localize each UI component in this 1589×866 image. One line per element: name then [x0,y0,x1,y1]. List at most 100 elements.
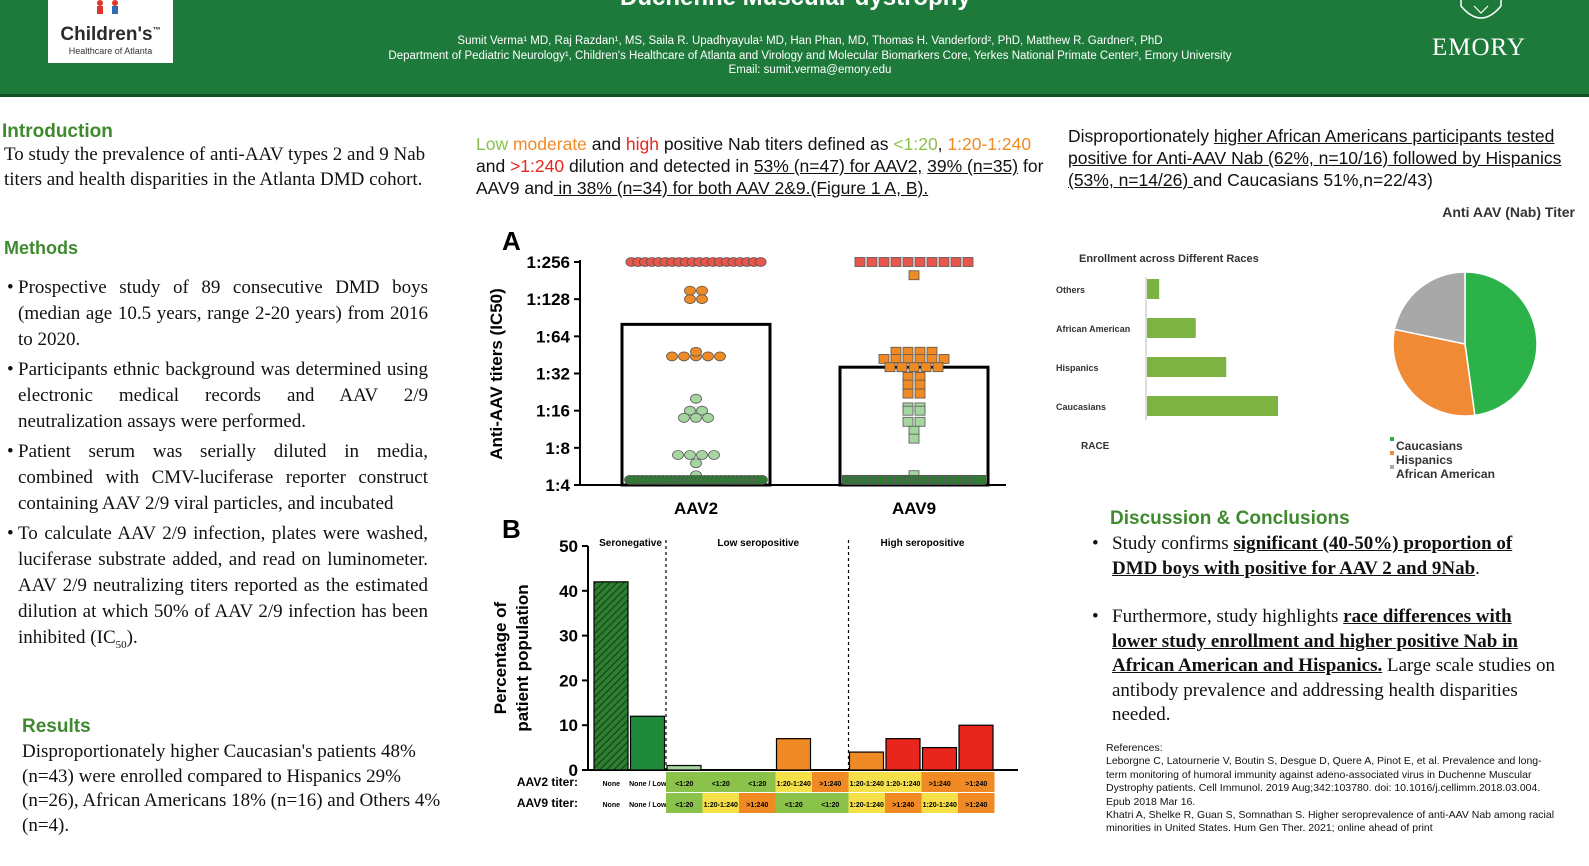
race-bar [1147,279,1160,299]
titer-cell [775,793,812,813]
titer-cell [958,793,995,813]
bar [593,581,629,771]
discussion-bullet: Study confirms significant (40-50%) prop… [1090,532,1555,581]
race-bar [1147,396,1278,416]
emory-shield-icon [1460,0,1502,19]
x-category-label: AAV2 [674,499,718,518]
childrens-figures-icon [97,0,118,14]
section-label: High seropositive [881,538,965,549]
titer-cell-label: 1:20-1:240 [704,802,738,809]
data-point [666,351,678,362]
titer-cell-label: 1:20-1:240 [850,802,884,809]
methods-bullet: Patient serum was serially diluted in me… [2,439,428,517]
data-point [914,354,926,364]
titer-cell [958,772,995,792]
data-point [702,412,714,423]
childrens-logo-text: Children's™ [60,24,161,45]
data-point [878,354,890,364]
email-line: Email: sumit.verma@emory.edu [728,64,892,76]
data-point [908,433,920,444]
data-point [902,388,914,399]
data-point [890,354,902,364]
data-point [690,393,702,404]
discussion-bullet: Furthermore, study highlights race diffe… [1090,605,1555,728]
titer-cell [848,772,885,792]
data-point [908,270,920,281]
data-point [914,405,926,416]
affiliation-line: Department of Pediatric Neurology¹, Chil… [388,49,1232,62]
emory-logo-text: EMORY [1432,34,1526,61]
titer-cell-label: None [603,802,621,809]
titer-cell [921,772,958,792]
references-label: References: [1106,742,1163,754]
y-axis-label: Percentage of [491,601,510,714]
authors-line: Sumit Verma¹ MD, Raj Razdan¹, MS, Saila … [457,35,1163,47]
panel-a-label: A [502,226,521,256]
titer-row-label: AAV9 titer: [517,796,578,810]
bar [885,738,921,771]
titer-cell [629,793,666,813]
titer-row-label: AAV2 titer: [517,775,578,789]
titer-cell-label: 1:20-1:240 [923,802,957,809]
titer-cell-label: >1:240 [819,781,841,788]
data-point [854,257,866,267]
legend-swatch [1390,451,1394,455]
race-category-label: Hispanics [1056,363,1099,373]
data-point [896,362,908,373]
findings-text: Low moderate and high positive Nab titer… [476,134,1044,198]
data-point [684,294,696,305]
y-tick-label: 20 [559,671,578,690]
pie-title: Anti AAV (Nab) Titer [1442,204,1575,220]
results-text: Disproportionately higher Caucasian's pa… [22,741,441,836]
data-point [756,474,768,485]
data-point [890,257,902,267]
titer-cell [593,793,630,813]
titer-cell-label: <1:20 [785,802,803,809]
reference-item: Khatri A, Shelke R, Guan S, Somnathan S.… [1106,809,1555,835]
titer-cell [739,772,776,792]
data-point [866,257,878,267]
data-point [962,257,974,267]
y-tick-label: 1:32 [536,365,570,384]
y-tick-label: 0 [569,761,578,780]
data-point [684,405,696,416]
titer-cell [848,793,885,813]
data-point [714,351,726,362]
titer-cell [812,772,849,792]
data-point [690,458,702,469]
section-label: Low seropositive [717,538,799,549]
references: References: Leborgne C, Latournerie V, B… [1106,742,1556,836]
titer-cell-label: None / Low [629,781,667,788]
data-point [690,346,702,357]
titer-cell [629,772,666,792]
childrens-logo: Children's™ Healthcare of Atlanta [48,0,173,63]
median-bar [620,322,772,487]
pie-slice [1392,328,1476,417]
titer-cell-label: <1:20 [675,781,693,788]
data-point [908,362,920,373]
race-category-label: Others [1056,285,1085,295]
bar [848,751,885,771]
y-tick-label: 1:256 [527,253,570,272]
titer-cell [702,793,739,813]
titer-cell [885,772,922,792]
figure-1: A 1:4 1:8 1:16 1:32 1:64 1:128 1:256 Anti-AAV ti… [487,226,1018,813]
data-point [938,354,950,364]
methods-heading: Methods [4,238,78,258]
bar [666,764,702,771]
bar [775,738,812,771]
y-tick-label: 30 [559,627,578,646]
titer-cell-label: <1:20 [675,802,693,809]
titer-cell [702,772,739,792]
titer-cell [921,793,958,813]
methods-bullet: Prospective study of 89 consecutive DMD … [2,275,428,353]
bar [629,715,666,771]
titer-cell [775,772,812,792]
titer-cell-label: >1:240 [965,781,987,788]
data-point [926,354,938,364]
data-point [696,285,708,296]
y-tick-label: 1:64 [536,327,571,346]
data-point [672,450,684,460]
data-point [902,416,914,427]
x-category-label: AAV9 [892,499,936,518]
